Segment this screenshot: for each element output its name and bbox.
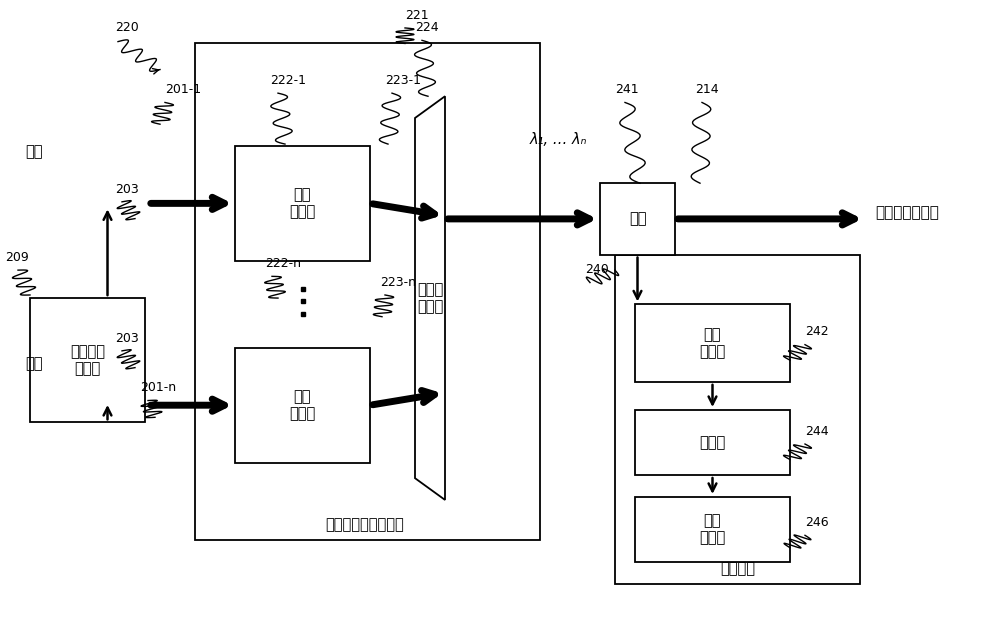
Text: 221: 221: [405, 9, 429, 22]
Text: 功率
监视器: 功率 监视器: [699, 513, 726, 546]
Text: 240: 240: [585, 263, 609, 276]
Bar: [615, 255, 860, 584]
Text: 222-1: 222-1: [270, 74, 306, 87]
Text: 203: 203: [115, 332, 139, 345]
Text: 222-n: 222-n: [265, 257, 301, 270]
Bar: [235, 146, 370, 261]
Text: 223-1: 223-1: [385, 74, 421, 87]
Text: 223-n: 223-n: [380, 276, 416, 289]
Text: 光多路
复用器: 光多路 复用器: [417, 282, 443, 314]
Text: 光电
检测器: 光电 检测器: [699, 327, 726, 360]
Polygon shape: [415, 96, 445, 500]
Bar: [235, 348, 370, 463]
Text: 监视信号
产生器: 监视信号 产生器: [70, 344, 105, 376]
Text: 224: 224: [415, 21, 439, 34]
Bar: [30, 298, 145, 422]
Text: 209: 209: [5, 251, 29, 264]
Text: 多路复用激光器阵列: 多路复用激光器阵列: [326, 517, 404, 532]
Text: 220: 220: [115, 21, 139, 34]
Text: 201-n: 201-n: [140, 381, 176, 394]
Bar: [600, 183, 675, 255]
Text: 激光
发射器: 激光 发射器: [289, 389, 316, 422]
Bar: [635, 497, 790, 562]
Text: 数据: 数据: [25, 145, 42, 160]
Bar: [635, 410, 790, 475]
Text: 201-1: 201-1: [165, 83, 201, 96]
Text: 滤波器: 滤波器: [699, 435, 726, 450]
Text: λ₁, … λₙ: λ₁, … λₙ: [530, 132, 588, 147]
Bar: [195, 43, 540, 540]
Text: 241: 241: [615, 83, 639, 96]
Bar: [635, 304, 790, 382]
Text: 监视系统: 监视系统: [720, 561, 756, 576]
Text: 多路复用光信号: 多路复用光信号: [875, 205, 939, 220]
Text: 214: 214: [695, 83, 719, 96]
Text: 203: 203: [115, 183, 139, 196]
Text: 246: 246: [805, 516, 829, 529]
Text: 244: 244: [805, 425, 829, 438]
Text: 242: 242: [805, 325, 829, 338]
Text: 激光
发射器: 激光 发射器: [289, 187, 316, 220]
Text: 数据: 数据: [25, 356, 42, 371]
Text: 抽头: 抽头: [629, 211, 646, 227]
